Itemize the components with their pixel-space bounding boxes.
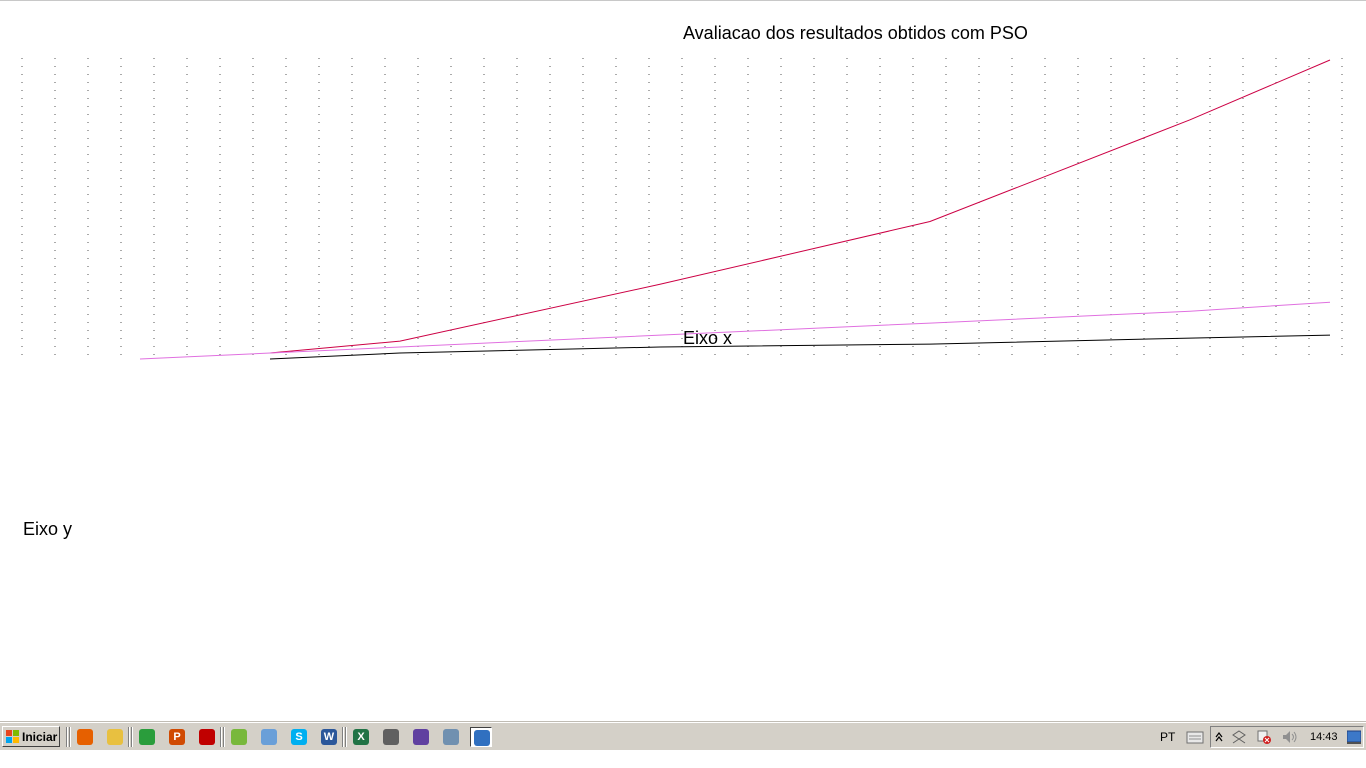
start-label: Iniciar [22, 730, 58, 744]
plot-area [21, 58, 1343, 360]
firefox-icon[interactable] [74, 727, 96, 747]
start-button[interactable]: Iniciar [2, 726, 60, 747]
volume-icon[interactable] [1281, 729, 1299, 745]
toolbar-grip[interactable] [66, 727, 72, 747]
window-icon[interactable] [440, 727, 462, 747]
folder-icon[interactable] [104, 727, 126, 747]
bottom-strip [0, 750, 1366, 768]
toolbar-grip[interactable] [128, 727, 134, 747]
keyboard-icon[interactable] [1186, 729, 1204, 745]
printer-icon[interactable] [380, 727, 402, 747]
chevron-up-icon[interactable] [1214, 730, 1224, 744]
media-player-icon[interactable] [410, 727, 432, 747]
network-error-icon[interactable] [1256, 729, 1272, 745]
skype-icon[interactable]: S [288, 727, 310, 747]
excel-icon[interactable]: X [350, 727, 372, 747]
clock[interactable]: 14:43 [1310, 731, 1338, 743]
series-line-3 [269, 334, 1331, 360]
powerpoint-icon[interactable]: P [166, 727, 188, 747]
windows-flag-icon [6, 730, 19, 743]
utorrent-icon[interactable] [228, 727, 250, 747]
chrome-icon[interactable] [136, 727, 158, 747]
dropbox-icon[interactable] [1231, 729, 1247, 745]
toolbar-grip[interactable] [220, 727, 226, 747]
acrobat-icon[interactable] [196, 727, 218, 747]
system-tray: 14:43 [1210, 726, 1364, 748]
word-icon[interactable]: W [318, 727, 340, 747]
show-desktop-icon[interactable] [1347, 730, 1361, 744]
paint-icon[interactable] [258, 727, 280, 747]
language-indicator[interactable]: PT [1160, 730, 1176, 744]
active-window-icon[interactable] [470, 727, 492, 747]
series-line-2 [139, 301, 1331, 360]
top-border [0, 0, 1366, 1]
chart-title: Avaliacao dos resultados obtidos com PSO [683, 23, 1028, 43]
toolbar-grip[interactable] [342, 727, 348, 747]
x-axis-label: Eixo x [683, 328, 733, 348]
y-axis-label: Eixo y [23, 519, 73, 539]
series-line-1 [269, 59, 1331, 354]
